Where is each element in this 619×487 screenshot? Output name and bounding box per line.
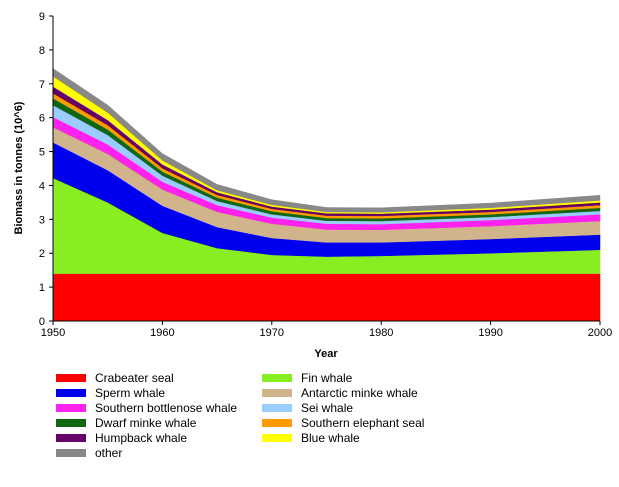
legend-swatch-blue-whale <box>262 433 292 442</box>
x-tick-label-1960: 1960 <box>150 327 174 339</box>
x-axis-title: Year <box>314 348 338 360</box>
x-tick-label-1950: 1950 <box>41 327 65 339</box>
y-tick-label-3: 3 <box>39 214 45 226</box>
y-axis-title: Biomass in tonnes (10^6) <box>13 101 25 234</box>
legend-swatch-other <box>56 448 86 457</box>
x-tick-label-1970: 1970 <box>260 327 284 339</box>
legend-swatch-fin-whale <box>262 373 292 382</box>
legend-label-humpback-whale: Humpback whale <box>95 430 188 445</box>
legend-swatch-crabeater-seal <box>56 373 86 382</box>
y-tick-label-9: 9 <box>39 11 45 23</box>
legend-swatch-southern-elephant-seal <box>262 418 292 427</box>
y-tick-label-7: 7 <box>39 79 45 91</box>
legend-label-southern-elephant-seal: Southern elephant seal <box>301 415 425 430</box>
legend-item-antarctic-minke-whale: Antarctic minke whale <box>262 385 418 400</box>
legend-swatch-humpback-whale <box>56 433 86 442</box>
legend-label-antarctic-minke-whale: Antarctic minke whale <box>301 385 418 400</box>
legend-item-humpback-whale: Humpback whale <box>56 430 187 445</box>
y-tick-label-4: 4 <box>39 180 45 192</box>
x-tick-label-1990: 1990 <box>478 327 502 339</box>
legend-label-sei-whale: Sei whale <box>301 400 354 415</box>
stacked-areas <box>52 68 601 322</box>
legend-swatch-southern-bottlenose-whale <box>56 403 86 412</box>
legend-item-fin-whale: Fin whale <box>262 370 352 385</box>
legend-swatch-dwarf-minke-whale <box>56 418 86 427</box>
y-tick-label-8: 8 <box>39 45 45 57</box>
legend-item-crabeater-seal: Crabeater seal <box>56 370 174 385</box>
legend-item-other: other <box>56 445 122 460</box>
y-tick-label-0: 0 <box>39 316 45 328</box>
y-tick-label-2: 2 <box>39 248 45 260</box>
legend-label-dwarf-minke-whale: Dwarf minke whale <box>95 415 197 430</box>
legend-label-sperm-whale: Sperm whale <box>95 385 166 400</box>
legend-label-southern-bottlenose-whale: Southern bottlenose whale <box>95 400 238 415</box>
legend-item-sperm-whale: Sperm whale <box>56 385 165 400</box>
area-crabeater-seal <box>52 273 601 322</box>
y-tick-label-5: 5 <box>39 147 45 159</box>
y-tick-label-6: 6 <box>39 113 45 125</box>
axes: 0 1 2 3 4 5 6 7 8 9 1950 1960 1970 1980 1990 2000 <box>39 11 612 339</box>
y-tick-label-1: 1 <box>39 282 45 294</box>
legend-label-other: other <box>95 445 123 460</box>
legend-swatch-antarctic-minke-whale <box>262 388 292 397</box>
x-tick-label-1980: 1980 <box>369 327 393 339</box>
legend-item-southern-elephant-seal: Southern elephant seal <box>262 415 424 430</box>
legend-swatch-sperm-whale <box>56 388 86 397</box>
legend-label-crabeater-seal: Crabeater seal <box>95 370 174 385</box>
legend-item-dwarf-minke-whale: Dwarf minke whale <box>56 415 196 430</box>
legend-label-fin-whale: Fin whale <box>301 370 353 385</box>
legend-item-southern-bottlenose-whale: Southern bottlenose whale <box>56 400 237 415</box>
x-tick-label-2000: 2000 <box>588 327 612 339</box>
legend-label-blue-whale: Blue whale <box>301 430 360 445</box>
legend-swatch-sei-whale <box>262 403 292 412</box>
area-other <box>52 68 601 213</box>
legend-item-blue-whale: Blue whale <box>262 430 360 445</box>
legend-item-sei-whale: Sei whale <box>262 400 353 415</box>
